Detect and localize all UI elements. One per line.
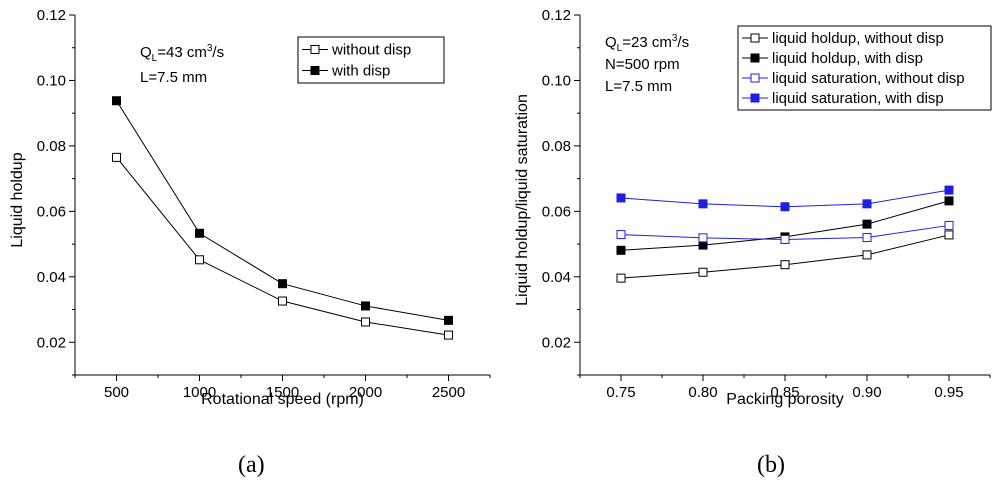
data-point [444, 330, 453, 340]
data-point [195, 228, 204, 238]
y-tick-label: 0.06 [37, 203, 66, 220]
legend: liquid holdup, without disp liquid holdup… [737, 25, 992, 111]
y-tick-label: 0.02 [37, 334, 66, 351]
data-point [616, 245, 626, 255]
annotation: QL=43 cm3/s [140, 43, 224, 64]
y-tick-label: 0.12 [542, 7, 571, 24]
chart-panel-a: 0.02 0.04 0.06 0.08 0.10 0.12 500 1000 1500 2000 2… [9, 7, 491, 408]
data-point [698, 199, 708, 209]
legend-entry: liquid saturation, without disp [772, 70, 965, 87]
data-point [361, 301, 370, 311]
y-tick-label: 0.02 [542, 334, 571, 351]
y-tick-label: 0.06 [542, 203, 571, 220]
y-tick-label: 0.08 [37, 138, 66, 155]
data-point [698, 233, 708, 243]
legend-entry: liquid saturation, with disp [772, 90, 944, 107]
legend-entry: without disp [331, 42, 411, 59]
x-tick-label: 1000 [183, 384, 216, 401]
x-tick-label: 0.95 [934, 384, 963, 401]
data-point [278, 296, 287, 306]
data-point [361, 317, 370, 327]
legend-marker [750, 93, 760, 103]
data-point [698, 267, 708, 277]
series-3 [616, 185, 954, 212]
series-0 [616, 230, 954, 283]
data-point [944, 230, 954, 240]
y-tick-label: 0.08 [542, 138, 571, 155]
y-tick-label: 0.10 [37, 72, 66, 89]
x-axis-label: Rotational speed (rpm) [201, 391, 364, 408]
data-point [862, 250, 872, 260]
legend-box [297, 36, 445, 84]
legend-entry: liquid holdup, with disp [772, 50, 923, 67]
x-tick-label: 2000 [349, 384, 382, 401]
legend-marker [310, 45, 320, 54]
data-point [780, 235, 790, 245]
data-point [195, 255, 204, 265]
series-line [116, 157, 449, 336]
x-tick-label: 0.80 [688, 384, 717, 401]
series-2 [616, 220, 954, 245]
series-1 [112, 96, 453, 325]
data-point [862, 219, 872, 229]
y-axis-label: Liquid holdup [9, 152, 26, 247]
data-point [112, 96, 121, 106]
legend-entry: liquid holdup, without disp [772, 30, 944, 47]
data-point [780, 260, 790, 270]
legend-box [737, 25, 992, 111]
legend-entry: with disp [331, 63, 390, 80]
legend-marker [750, 73, 760, 83]
data-point [616, 193, 626, 203]
x-tick-label: 500 [104, 384, 129, 401]
data-point [616, 230, 626, 240]
y-tick-label: 0.04 [542, 269, 571, 286]
x-axis-label: Packing porosity [726, 391, 843, 408]
legend-marker [750, 53, 760, 63]
legend: without disp with disp [297, 36, 445, 84]
y-axis-label: Liquid holdup/liquid saturation [514, 94, 531, 306]
annotation: L=7.5 mm [605, 78, 672, 95]
series-0 [112, 152, 453, 340]
caption-a: (a) [238, 452, 265, 478]
legend-marker [310, 66, 320, 75]
chart-panel-b: 0.02 0.04 0.06 0.08 0.10 0.12 0.75 0.80 0.85 0.90… [514, 7, 992, 408]
data-point [112, 152, 121, 162]
data-point [278, 279, 287, 289]
y-tick-label: 0.04 [37, 269, 66, 286]
caption-b: (b) [757, 452, 785, 478]
x-tick-label: 0.85 [770, 384, 799, 401]
data-point [944, 220, 954, 230]
data-point [444, 315, 453, 325]
annotation: L=7.5 mm [140, 69, 207, 86]
data-point [780, 202, 790, 212]
x-tick-label: 1500 [266, 384, 299, 401]
y-tick-label: 0.10 [542, 72, 571, 89]
y-tick-label: 0.12 [37, 7, 66, 24]
data-point [862, 199, 872, 209]
x-tick-label: 0.90 [852, 384, 881, 401]
data-point [944, 185, 954, 195]
annotation: N=500 rpm [605, 56, 680, 73]
legend-marker [750, 33, 760, 43]
data-point [944, 196, 954, 206]
x-tick-label: 2500 [432, 384, 465, 401]
data-point [616, 273, 626, 283]
data-point [862, 233, 872, 243]
annotation: QL=23 cm3/s [605, 33, 689, 54]
x-tick-label: 0.75 [606, 384, 635, 401]
